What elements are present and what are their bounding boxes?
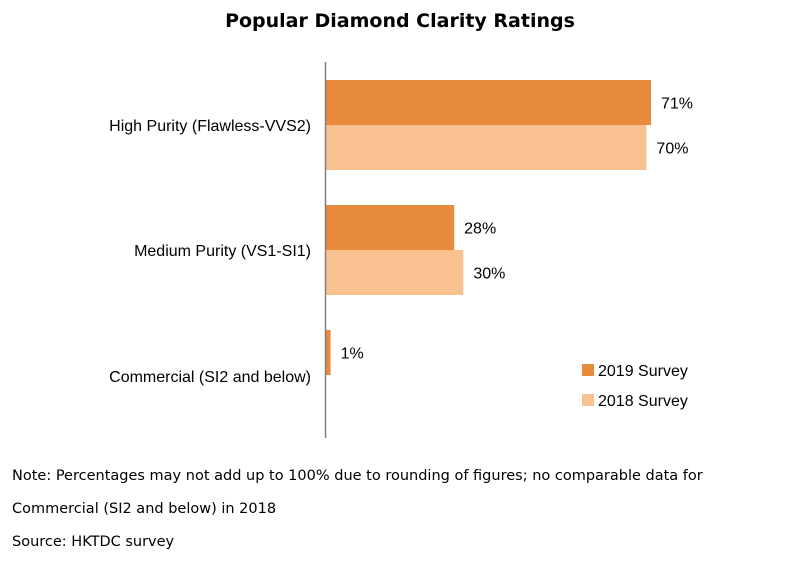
legend-label-2019: 2019 Survey	[598, 363, 688, 380]
note-line-1: Note: Percentages may not add up to 100%…	[12, 468, 703, 484]
chart-title: Popular Diamond Clarity Ratings	[225, 10, 575, 32]
bar-2019-medium-purity	[326, 205, 455, 250]
category-label-high-purity: High Purity (Flawless-VVS2)	[109, 118, 311, 135]
source-line: Source: HKTDC survey	[12, 534, 175, 550]
value-label-2018-medium-purity: 30%	[473, 266, 505, 283]
value-label-2018-high-purity: 70%	[656, 141, 688, 158]
legend-swatch-2018	[582, 394, 594, 406]
note-line-2: Commercial (SI2 and below) in 2018	[12, 501, 277, 517]
value-label-2019-medium-purity: 28%	[464, 221, 496, 238]
legend-swatch-2019	[582, 364, 594, 376]
bar-2019-commercial	[326, 330, 331, 375]
bar-2018-medium-purity	[326, 250, 464, 295]
bar-2018-high-purity	[326, 125, 647, 170]
value-label-2019-high-purity: 71%	[661, 96, 693, 113]
category-label-commercial: Commercial (SI2 and below)	[109, 369, 311, 386]
value-label-2019-commercial: 1%	[341, 346, 364, 363]
legend: 2019 Survey 2018 Survey	[582, 363, 688, 410]
bars	[326, 80, 651, 375]
legend-label-2018: 2018 Survey	[598, 393, 688, 410]
bar-chart: High Purity (Flawless-VVS2) Medium Purit…	[109, 62, 693, 438]
bar-2019-high-purity	[326, 80, 651, 125]
category-label-medium-purity: Medium Purity (VS1-SI1)	[134, 243, 311, 260]
category-labels: High Purity (Flawless-VVS2) Medium Purit…	[109, 118, 311, 386]
footnotes: Note: Percentages may not add up to 100%…	[12, 460, 792, 559]
value-labels: 71% 28% 1% 70% 30%	[341, 96, 693, 363]
